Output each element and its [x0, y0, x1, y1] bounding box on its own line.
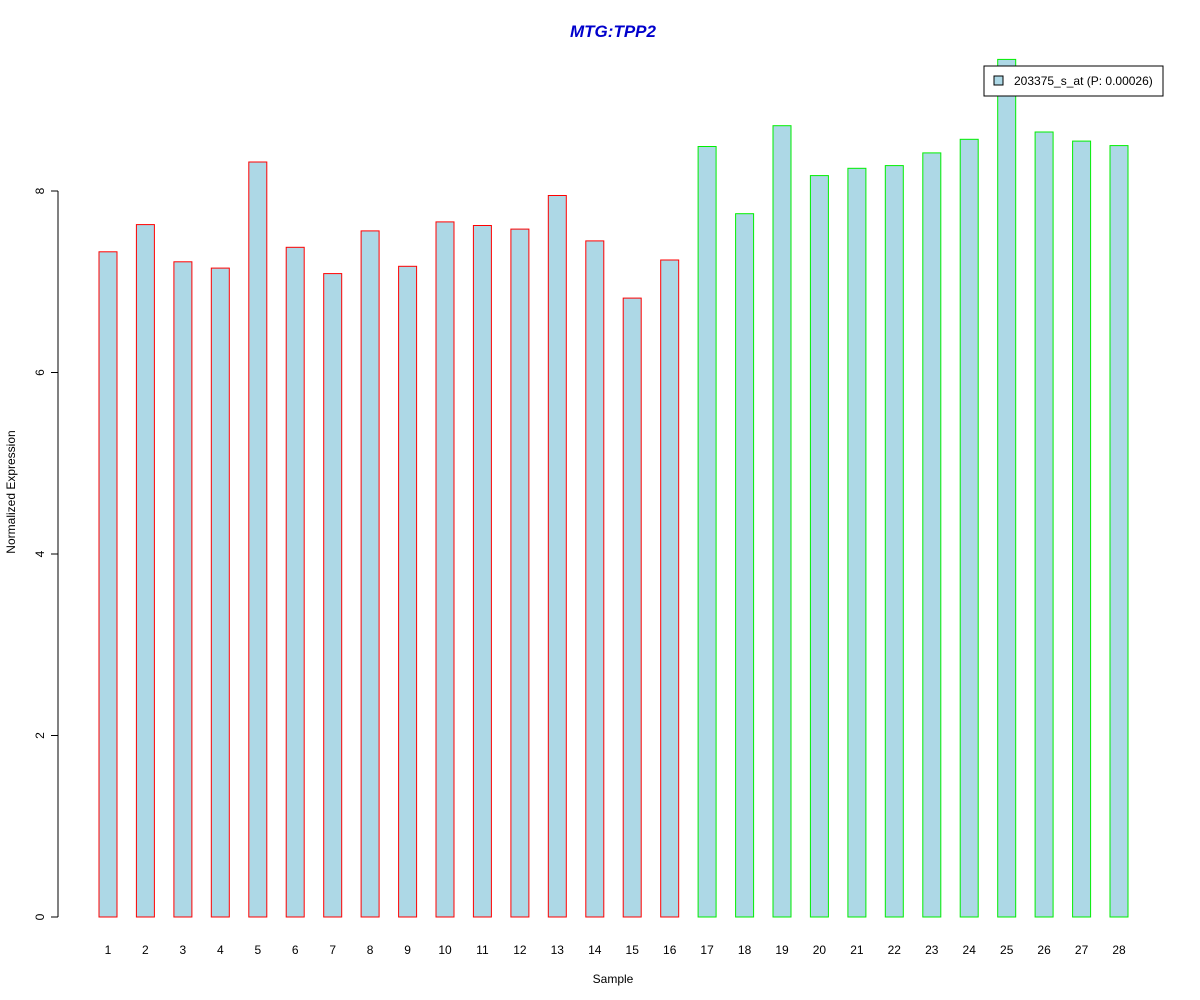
bar-sample-4 — [210, 267, 230, 918]
x-tick-label: 23 — [925, 943, 939, 957]
legend-swatch — [993, 75, 1004, 86]
bar-sample-16 — [660, 259, 680, 918]
bar-sample-2 — [135, 224, 155, 918]
y-tick-label: 8 — [33, 187, 47, 194]
legend-label: 203375_s_at (P: 0.00026) — [1014, 74, 1153, 88]
y-tick-label: 4 — [33, 550, 47, 557]
chart-title: MTG:TPP2 — [570, 22, 656, 41]
bar-sample-13 — [547, 195, 567, 918]
x-tick-label: 10 — [438, 943, 452, 957]
bar-sample-9 — [398, 265, 418, 918]
x-tick-label: 5 — [254, 943, 261, 957]
x-tick-label: 24 — [963, 943, 977, 957]
bar-sample-5 — [248, 161, 268, 918]
y-tick-label: 2 — [33, 732, 47, 739]
bars-group — [98, 58, 1129, 918]
x-tick-label: 17 — [700, 943, 714, 957]
x-axis-ticks: 1 2 3 4 5 6 7 8 9 10 11 12 13 14 15 16 17 18 19 20 21 22 23 24 2… — [105, 943, 1126, 957]
x-tick-label: 22 — [888, 943, 902, 957]
y-tick-label: 0 — [33, 913, 47, 920]
bar-sample-12 — [510, 228, 530, 918]
x-tick-label: 2 — [142, 943, 149, 957]
bar-sample-11 — [472, 225, 492, 918]
bar-sample-24 — [959, 138, 979, 918]
x-tick-label: 28 — [1112, 943, 1126, 957]
bar-sample-7 — [323, 273, 343, 918]
bar-sample-14 — [585, 240, 605, 918]
bar-sample-28 — [1109, 145, 1129, 918]
x-tick-label: 9 — [404, 943, 411, 957]
bar-sample-26 — [1034, 131, 1054, 918]
x-tick-label: 16 — [663, 943, 677, 957]
bar-sample-21 — [847, 167, 867, 918]
bar-sample-17 — [697, 146, 717, 918]
bar-sample-8 — [360, 230, 380, 918]
x-tick-label: 25 — [1000, 943, 1014, 957]
x-tick-label: 3 — [180, 943, 187, 957]
x-tick-label: 1 — [105, 943, 112, 957]
bar-sample-10 — [435, 221, 455, 918]
x-tick-label: 11 — [476, 943, 489, 957]
bar-sample-22 — [884, 165, 904, 918]
x-tick-label: 26 — [1037, 943, 1051, 957]
bar-sample-25 — [997, 58, 1017, 918]
x-tick-label: 27 — [1075, 943, 1089, 957]
bar-sample-20 — [809, 175, 829, 918]
y-axis-label: Normalized Expression — [4, 430, 18, 553]
bar-sample-3 — [173, 261, 193, 918]
bar-sample-23 — [922, 152, 942, 918]
legend: 203375_s_at (P: 0.00026) — [983, 65, 1164, 97]
x-tick-label: 12 — [513, 943, 527, 957]
bar-sample-1 — [98, 251, 118, 918]
x-tick-label: 14 — [588, 943, 602, 957]
x-tick-label: 20 — [813, 943, 827, 957]
x-tick-label: 19 — [775, 943, 789, 957]
x-tick-label: 7 — [329, 943, 336, 957]
x-tick-label: 4 — [217, 943, 224, 957]
x-tick-label: 15 — [626, 943, 640, 957]
x-tick-label: 21 — [850, 943, 864, 957]
x-tick-label: 8 — [367, 943, 374, 957]
x-axis-label: Sample — [593, 972, 634, 986]
x-tick-label: 13 — [551, 943, 565, 957]
x-tick-label: 18 — [738, 943, 752, 957]
bar-sample-15 — [622, 297, 642, 918]
bar-sample-27 — [1072, 140, 1092, 918]
legend-box — [983, 65, 1164, 97]
x-tick-label: 6 — [292, 943, 299, 957]
y-axis: 0 2 4 6 8 — [33, 187, 59, 920]
bar-sample-18 — [735, 213, 755, 918]
bar-sample-19 — [772, 125, 792, 918]
y-tick-label: 6 — [33, 369, 47, 376]
bar-sample-6 — [285, 246, 305, 918]
